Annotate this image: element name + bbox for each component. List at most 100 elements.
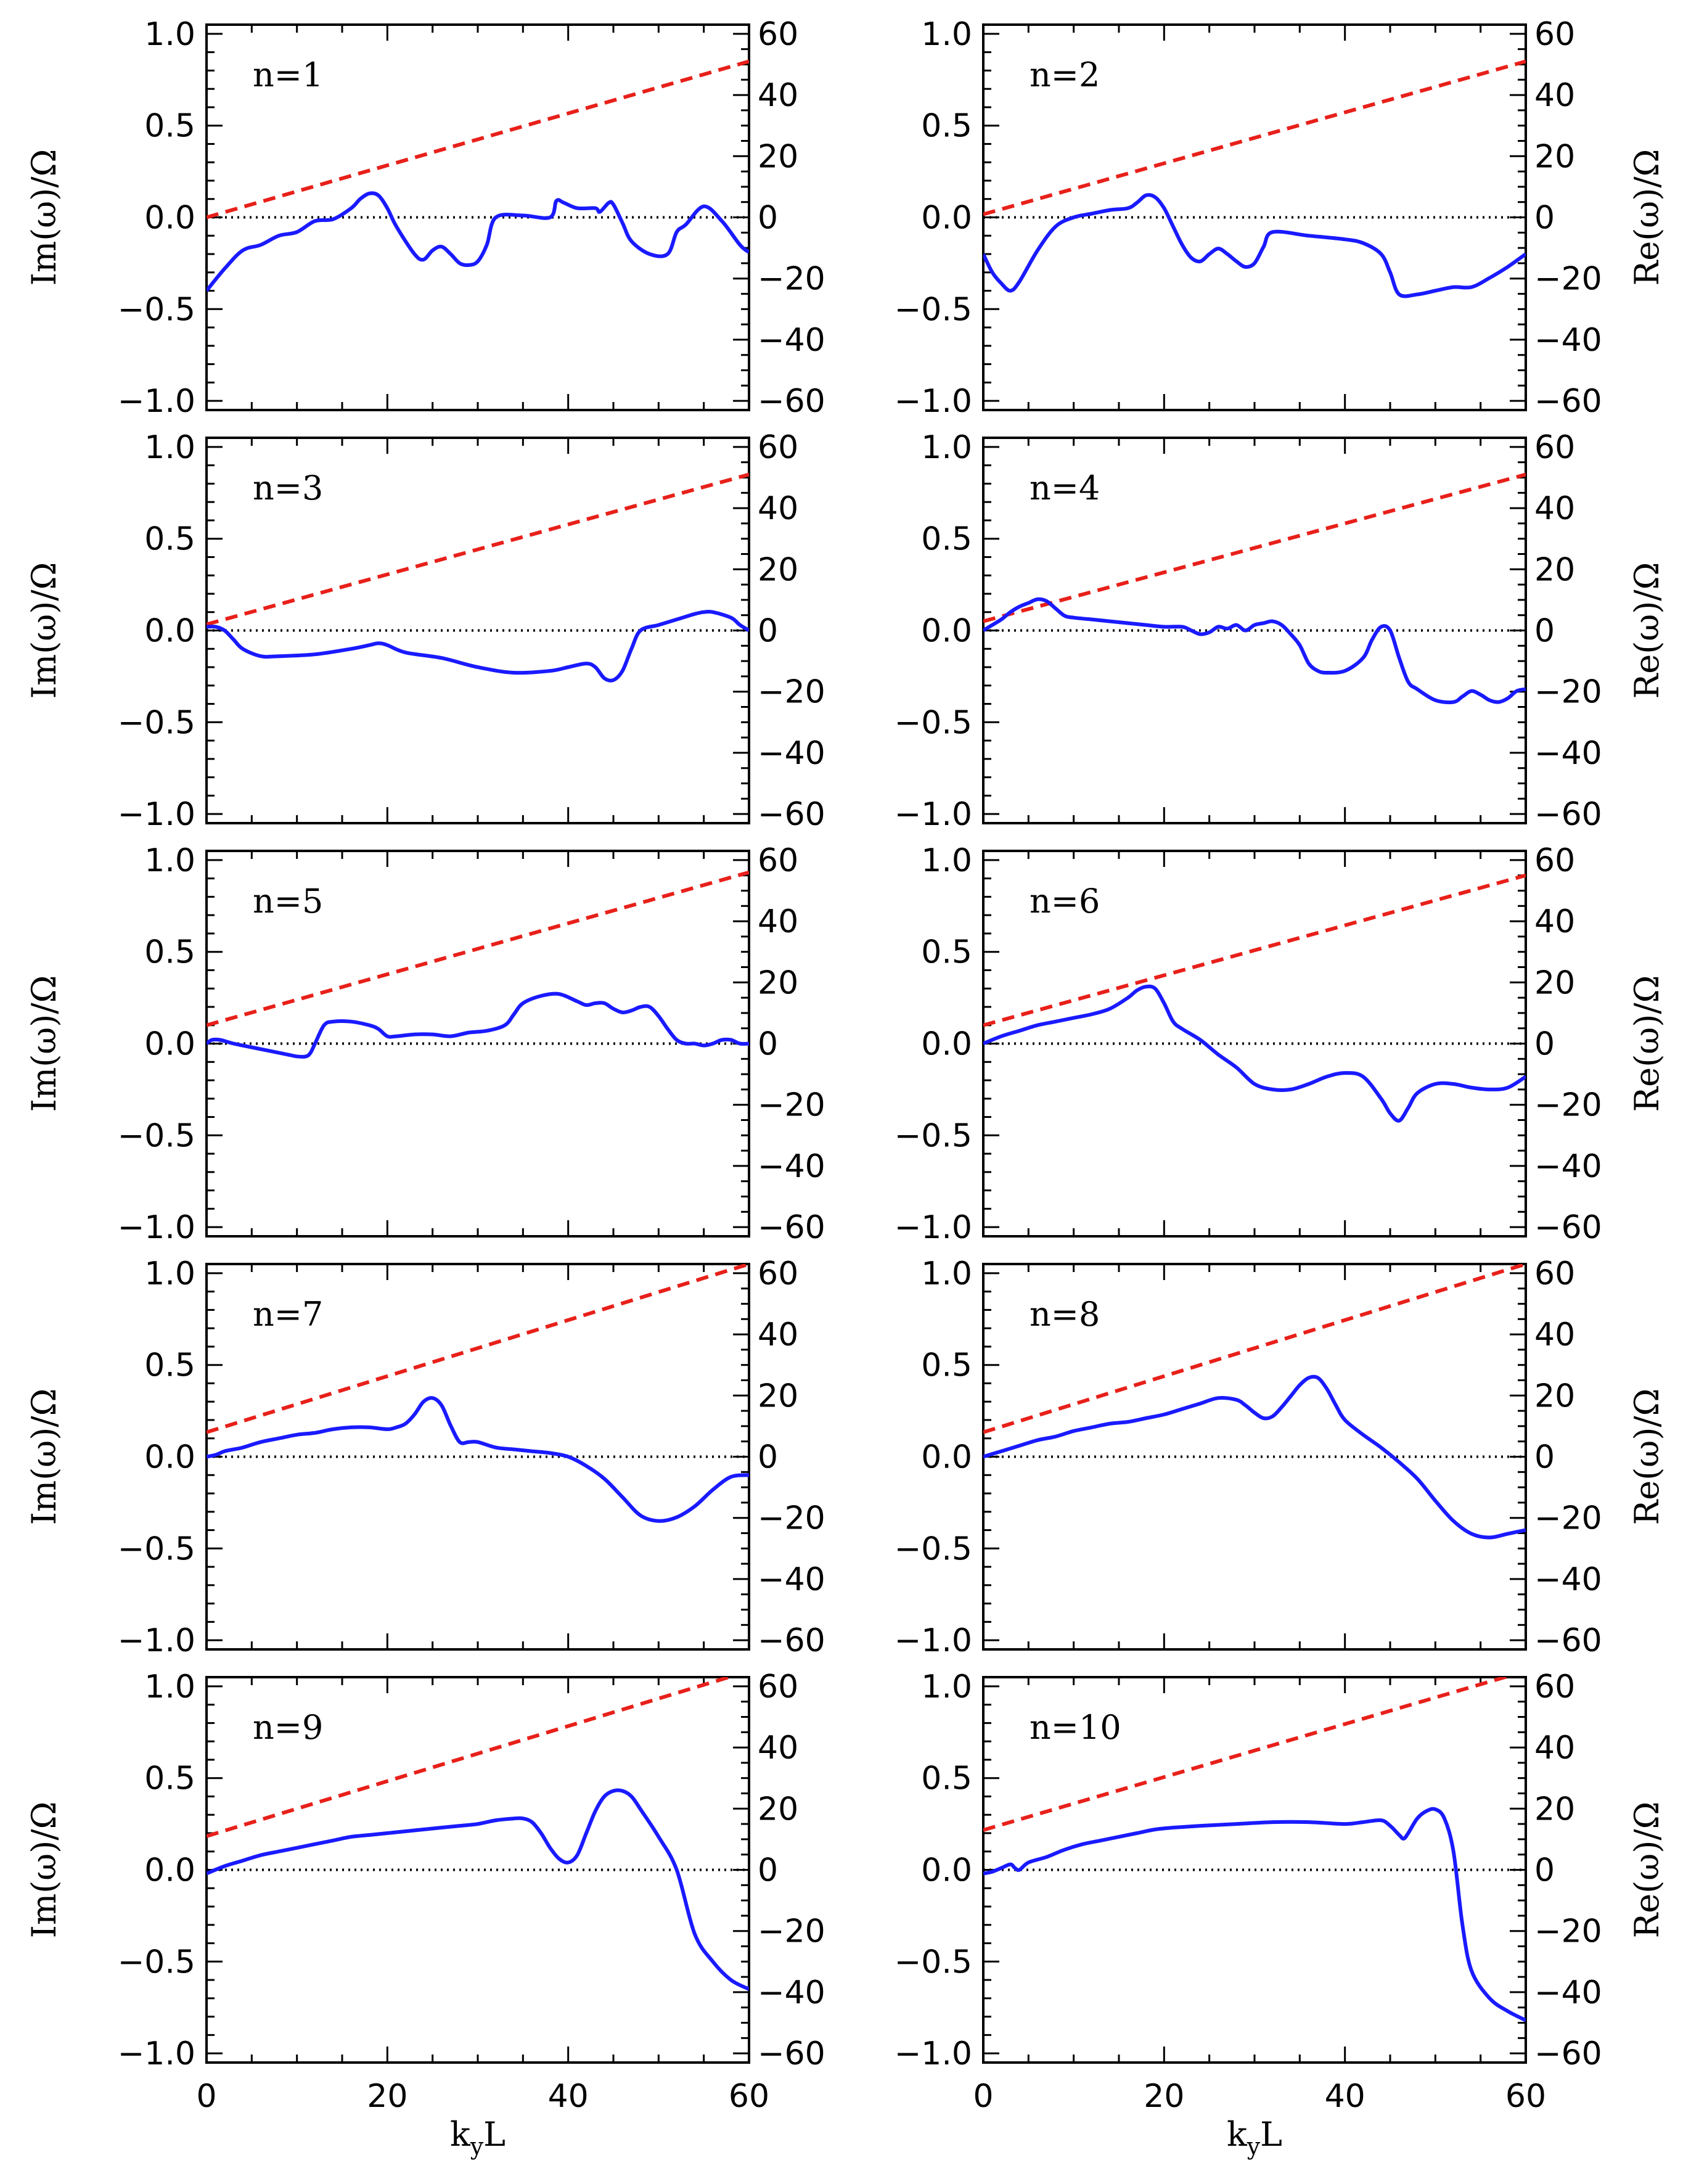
- y-left-axis-title: Im(ω)/Ω: [25, 149, 63, 286]
- y-right-tick-label: −40: [758, 1974, 825, 2011]
- y-right-tick-label: −60: [758, 383, 825, 420]
- plot-area: [983, 59, 1526, 298]
- y-right-tick-label: −60: [758, 2035, 825, 2072]
- y-right-tick-label: −60: [1534, 2035, 1602, 2072]
- re-omega-line: [983, 873, 1526, 1027]
- plot-area: [207, 472, 749, 683]
- y-right-tick-label: 0: [758, 1439, 778, 1476]
- ticks: [205, 1677, 750, 2063]
- y-left-tick-label: 0.5: [144, 521, 195, 558]
- y-left-axis-title: Im(ω)/Ω: [25, 1802, 63, 1939]
- panel-3: −1.0 −0.5 0.0 0.5 1.0 −60 −40 −20 0 20 40 60 Im(ω)/Ω…: [25, 429, 825, 833]
- y-right-tick-label: 0: [1534, 1026, 1555, 1063]
- y-right-tick-label: −60: [1534, 796, 1602, 833]
- y-right-tick-label: 20: [1534, 1377, 1575, 1414]
- y-right-tick-label: −60: [1534, 1622, 1602, 1659]
- panels: −1.0 −0.5 0.0 0.5 1.0 −60 −40 −20 0 20 40 60 Im(ω)/Ω…: [25, 16, 1666, 2115]
- y-left-tick-label: 0.5: [921, 1347, 972, 1384]
- y-right-tick-label: 60: [758, 842, 798, 879]
- plot-area: [983, 1677, 1526, 2022]
- panel-6: −1.0 −0.5 0.0 0.5 1.0 −60 −40 −20 0 20 40 60 Re(ω)/Ω…: [895, 842, 1666, 1246]
- y-left-tick-label: 1.0: [144, 842, 195, 879]
- y-right-tick-label: 40: [1534, 1730, 1575, 1767]
- y-left-tick-label: −0.5: [118, 1530, 195, 1567]
- panel-8: −1.0 −0.5 0.0 0.5 1.0 −60 −40 −20 0 20 40 60 Re(ω)/Ω…: [895, 1255, 1666, 1659]
- y-right-tick-label: −40: [1534, 1561, 1602, 1598]
- im-omega-curve: [207, 1396, 749, 1523]
- y-left-tick-label: −0.5: [895, 291, 972, 328]
- panel-label: n=5: [253, 882, 323, 921]
- panel-label: n=7: [253, 1295, 323, 1334]
- y-left-tick-label: −1.0: [118, 796, 195, 833]
- y-left-tick-label: 1.0: [144, 1255, 195, 1292]
- y-right-axis-title: Re(ω)/Ω: [1627, 975, 1666, 1112]
- plot-area: [983, 873, 1526, 1123]
- y-left-tick-label: 1.0: [921, 1669, 972, 1706]
- y-left-tick-label: −1.0: [895, 796, 972, 833]
- y-right-tick-label: 20: [758, 551, 798, 588]
- y-right-tick-label: −60: [1534, 1209, 1602, 1246]
- ticks: [205, 438, 750, 823]
- y-left-tick-label: −1.0: [895, 1209, 972, 1246]
- re-omega-line: [207, 870, 749, 1027]
- y-right-tick-label: −60: [758, 1209, 825, 1246]
- y-right-tick-label: 0: [758, 1026, 778, 1063]
- y-left-tick-label: −1.0: [118, 383, 195, 420]
- y-right-tick-label: 0: [758, 1852, 778, 1889]
- panel-label: n=2: [1030, 55, 1100, 94]
- ticks: [982, 851, 1527, 1236]
- y-right-tick-label: 20: [1534, 551, 1575, 588]
- re-omega-line: [983, 1264, 1526, 1434]
- y-left-tick-label: −0.5: [895, 704, 972, 741]
- y-right-tick-label: 40: [1534, 490, 1575, 527]
- y-right-tick-label: 0: [758, 613, 778, 650]
- y-left-tick-label: −0.5: [895, 1944, 972, 1981]
- plot-area: [207, 870, 749, 1059]
- y-right-tick-label: 40: [758, 1730, 798, 1767]
- ticks: [982, 25, 1527, 410]
- y-right-tick-label: −40: [758, 735, 825, 772]
- y-right-tick-label: −40: [758, 1148, 825, 1185]
- y-right-axis-title: Re(ω)/Ω: [1627, 1802, 1666, 1939]
- y-right-tick-label: 60: [1534, 1255, 1575, 1292]
- plot-area: [207, 1264, 749, 1523]
- y-right-tick-label: −60: [758, 1622, 825, 1659]
- y-right-tick-label: 40: [758, 77, 798, 114]
- x-tick-label: 0: [973, 2078, 993, 2115]
- y-left-tick-label: −0.5: [118, 1944, 195, 1981]
- panel-1: −1.0 −0.5 0.0 0.5 1.0 −60 −40 −20 0 20 40 60 Im(ω)/Ω…: [25, 16, 825, 420]
- panel-label: n=6: [1030, 882, 1100, 921]
- panel-4: −1.0 −0.5 0.0 0.5 1.0 −60 −40 −20 0 20 40 60 Re(ω)/Ω…: [895, 429, 1666, 833]
- re-omega-line: [983, 472, 1526, 623]
- panel-7: −1.0 −0.5 0.0 0.5 1.0 −60 −40 −20 0 20 40 60 Im(ω)/Ω…: [25, 1255, 825, 1659]
- y-right-tick-label: −20: [1534, 1913, 1602, 1950]
- y-right-tick-label: 0: [1534, 200, 1555, 237]
- panel-5: −1.0 −0.5 0.0 0.5 1.0 −60 −40 −20 0 20 40 60 Im(ω)/Ω…: [25, 842, 825, 1246]
- y-right-tick-label: 0: [1534, 1439, 1555, 1476]
- y-right-tick-label: 60: [758, 1669, 798, 1706]
- y-left-tick-label: 1.0: [144, 16, 195, 53]
- y-right-tick-label: −40: [1534, 1974, 1602, 2011]
- y-left-tick-label: 0.5: [144, 1347, 195, 1384]
- y-left-tick-label: 0.0: [144, 1439, 195, 1476]
- y-right-tick-label: 40: [758, 903, 798, 940]
- im-omega-curve: [983, 1374, 1526, 1540]
- ticks: [982, 1264, 1527, 1649]
- x-tick-label: 60: [1505, 2078, 1546, 2115]
- y-right-tick-label: −40: [758, 1561, 825, 1598]
- re-omega-line: [983, 1677, 1512, 1832]
- y-right-tick-label: −20: [1534, 261, 1602, 298]
- panel-label: n=8: [1030, 1295, 1100, 1334]
- y-left-tick-label: 0.0: [144, 1852, 195, 1889]
- plot-area: [983, 1264, 1526, 1540]
- im-omega-curve: [983, 984, 1526, 1123]
- x-axis-title-right: kyL: [1227, 2115, 1282, 2160]
- im-omega-curve: [207, 609, 749, 683]
- y-left-tick-label: 0.5: [921, 108, 972, 145]
- y-left-tick-label: −1.0: [118, 1209, 195, 1246]
- ticks: [205, 1264, 750, 1649]
- y-right-tick-label: 60: [758, 429, 798, 466]
- x-tick-label: 40: [1325, 2078, 1365, 2115]
- panel-9: −1.0 −0.5 0.0 0.5 1.0 −60 −40 −20 0 20 40 60 0 20 40 60…: [25, 1669, 825, 2115]
